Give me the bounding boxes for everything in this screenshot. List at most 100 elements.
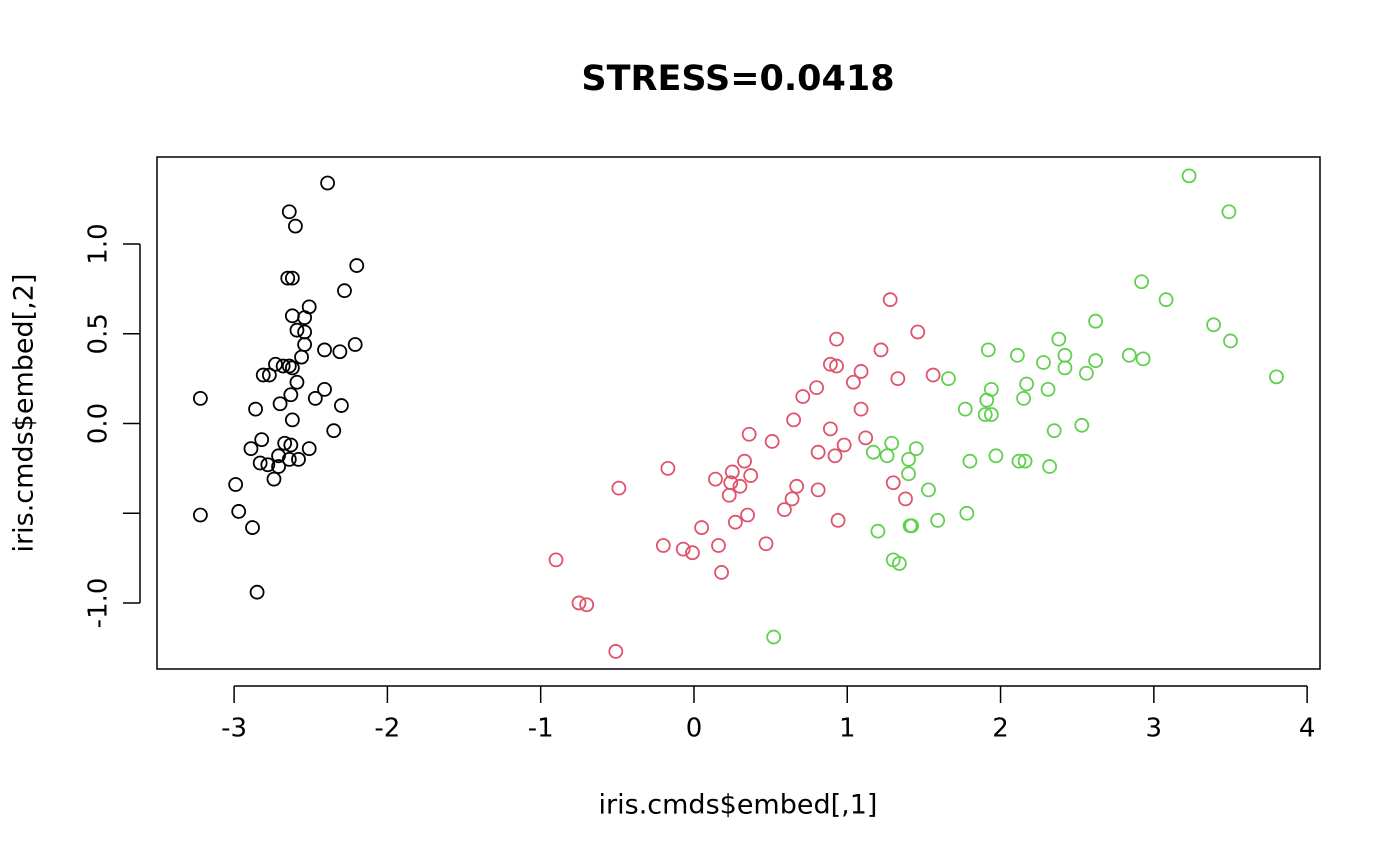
- y-axis-label: iris.cmds$embed[,2]: [9, 274, 40, 553]
- point: [334, 398, 349, 413]
- point: [284, 412, 300, 428]
- point: [1158, 292, 1174, 308]
- point: [741, 426, 757, 442]
- point: [297, 324, 313, 340]
- point: [727, 514, 743, 530]
- point: [320, 175, 336, 191]
- point: [1074, 417, 1090, 433]
- point: [1019, 376, 1035, 392]
- point: [884, 435, 900, 451]
- point: [898, 491, 913, 507]
- point: [724, 464, 740, 480]
- x-tick-label: -1: [528, 714, 554, 744]
- point: [243, 441, 259, 457]
- point: [732, 478, 748, 494]
- point: [660, 460, 676, 476]
- y-tick-label: 1.0: [84, 223, 114, 264]
- point: [608, 644, 624, 659]
- point: [1011, 453, 1027, 469]
- point: [548, 552, 564, 568]
- point: [845, 374, 861, 390]
- point: [853, 401, 869, 417]
- point: [255, 367, 271, 383]
- point: [349, 258, 365, 273]
- point: [879, 448, 895, 464]
- point: [289, 322, 305, 338]
- point: [1042, 459, 1057, 474]
- point: [317, 382, 332, 397]
- point: [829, 358, 844, 374]
- point: [858, 430, 874, 446]
- point: [284, 360, 300, 376]
- point: [977, 407, 993, 422]
- point: [694, 520, 710, 535]
- point: [829, 331, 844, 347]
- point: [261, 367, 277, 383]
- x-tick-label: 2: [992, 714, 1009, 744]
- point: [822, 421, 838, 437]
- point: [957, 401, 973, 417]
- point: [1221, 204, 1237, 220]
- point: [1040, 382, 1056, 397]
- point: [890, 371, 906, 387]
- point: [891, 556, 907, 571]
- point: [1181, 168, 1197, 184]
- point: [289, 374, 305, 390]
- point: [983, 407, 999, 422]
- point: [192, 507, 208, 523]
- point: [908, 441, 924, 457]
- point: [347, 337, 363, 352]
- point: [1121, 347, 1137, 363]
- x-tick-label: -2: [374, 714, 400, 744]
- point: [1078, 365, 1094, 381]
- point: [283, 387, 299, 403]
- plot-frame: [156, 156, 1321, 670]
- point: [822, 356, 838, 372]
- point: [271, 448, 286, 464]
- point: [925, 367, 941, 383]
- point: [280, 270, 296, 286]
- point: [873, 342, 889, 358]
- x-tick-label: 4: [1299, 714, 1316, 744]
- point: [714, 565, 729, 580]
- point: [1046, 423, 1062, 439]
- point: [740, 507, 756, 523]
- point: [941, 371, 956, 387]
- point: [1017, 453, 1033, 469]
- point: [307, 390, 323, 406]
- point: [1135, 351, 1151, 367]
- point: [784, 491, 800, 507]
- point: [288, 218, 303, 234]
- point: [579, 597, 595, 613]
- point: [721, 487, 737, 503]
- point: [795, 389, 811, 404]
- point: [1206, 317, 1222, 333]
- chart-title: STRESS=0.0418: [581, 59, 894, 99]
- point: [192, 390, 208, 406]
- point: [281, 204, 297, 220]
- point: [789, 478, 805, 494]
- point: [885, 475, 901, 491]
- y-tick-label: -1.0: [84, 578, 114, 629]
- point: [284, 308, 300, 324]
- point: [297, 337, 313, 352]
- point: [1016, 390, 1031, 406]
- point: [810, 444, 826, 460]
- point: [317, 342, 332, 358]
- point: [882, 292, 898, 308]
- point: [337, 283, 352, 299]
- point: [786, 412, 802, 428]
- point: [766, 629, 782, 645]
- point: [1051, 331, 1067, 347]
- point: [245, 520, 260, 535]
- y-tick-label: 0.0: [84, 403, 114, 444]
- point: [901, 466, 916, 482]
- point: [836, 437, 852, 453]
- point: [830, 513, 846, 528]
- x-tick-label: -3: [221, 714, 247, 744]
- point: [777, 502, 792, 518]
- point: [1036, 355, 1051, 370]
- point: [281, 451, 297, 467]
- point: [249, 584, 265, 600]
